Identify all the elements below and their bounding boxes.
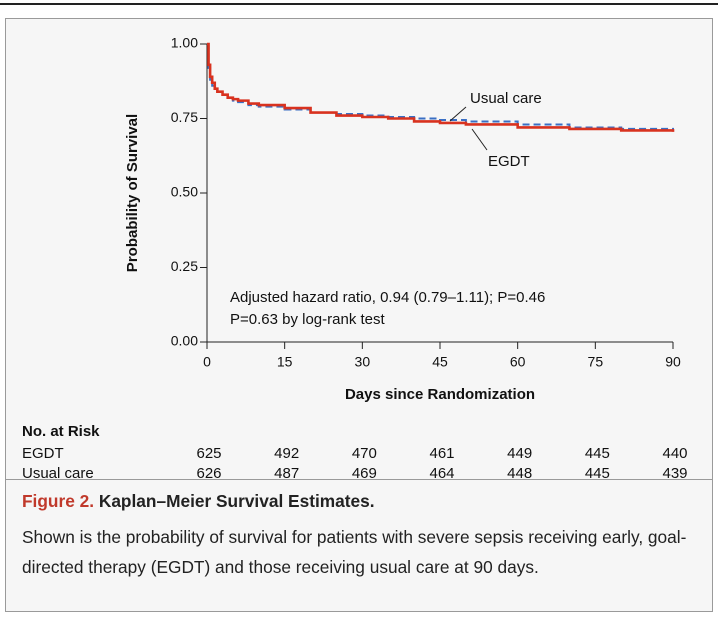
x-tick-label: 30 [355, 354, 371, 370]
top-rule [0, 3, 718, 5]
label-leader [471, 128, 488, 151]
risk-count: 492 [274, 445, 299, 462]
y-tick-label: 0.25 [171, 258, 198, 274]
risk-count: 464 [429, 465, 454, 482]
survival-curve [207, 43, 674, 131]
survival-curve [207, 42, 675, 132]
risk-count: 439 [662, 465, 687, 482]
series-label: Usual care [470, 90, 542, 107]
x-tick-label: 90 [665, 354, 681, 370]
caption-rule [5, 479, 713, 480]
caption: Figure 2. Kaplan–Meier Survival Estimate… [5, 479, 713, 582]
annotation: Adjusted hazard ratio, 0.94 (0.79–1.11);… [230, 289, 545, 306]
x-tick-label: 75 [588, 354, 604, 370]
caption-label: Figure 2. [22, 491, 95, 511]
x-tick-label: 0 [203, 354, 211, 370]
x-tick-label: 15 [277, 354, 293, 370]
risk-count: 487 [274, 465, 299, 482]
caption-title: Kaplan–Meier Survival Estimates. [98, 491, 375, 511]
risk-count: 445 [585, 465, 610, 482]
annotation: P=0.63 by log-rank test [230, 311, 386, 328]
risk-count: 626 [196, 465, 221, 482]
caption-heading: Figure 2. Kaplan–Meier Survival Estimate… [22, 486, 712, 516]
risk-count: 469 [352, 465, 377, 482]
risk-count: 448 [507, 465, 532, 482]
risk-count: 470 [352, 445, 377, 462]
risk-count: 440 [662, 445, 687, 462]
risk-table-title: No. at Risk [22, 423, 100, 440]
x-tick-label: 45 [432, 354, 448, 370]
label-leader [449, 106, 467, 122]
y-tick-label: 0.75 [171, 109, 198, 125]
y-axis-label: Probability of Survival [124, 114, 141, 272]
y-tick-label: 1.00 [171, 35, 198, 51]
caption-text: Shown is the probability of survival for… [22, 527, 687, 577]
risk-row-name: EGDT [22, 445, 64, 462]
risk-count: 449 [507, 445, 532, 462]
y-tick-label: 0.00 [171, 333, 198, 349]
risk-row-name: Usual care [22, 465, 94, 482]
risk-count: 445 [585, 445, 610, 462]
y-tick-label: 0.50 [171, 184, 198, 200]
x-axis-label: Days since Randomization [345, 386, 535, 403]
figure-box [5, 18, 713, 612]
risk-count: 461 [429, 445, 454, 462]
risk-count: 625 [196, 445, 221, 462]
x-tick-label: 60 [510, 354, 526, 370]
series-label: EGDT [488, 153, 530, 170]
